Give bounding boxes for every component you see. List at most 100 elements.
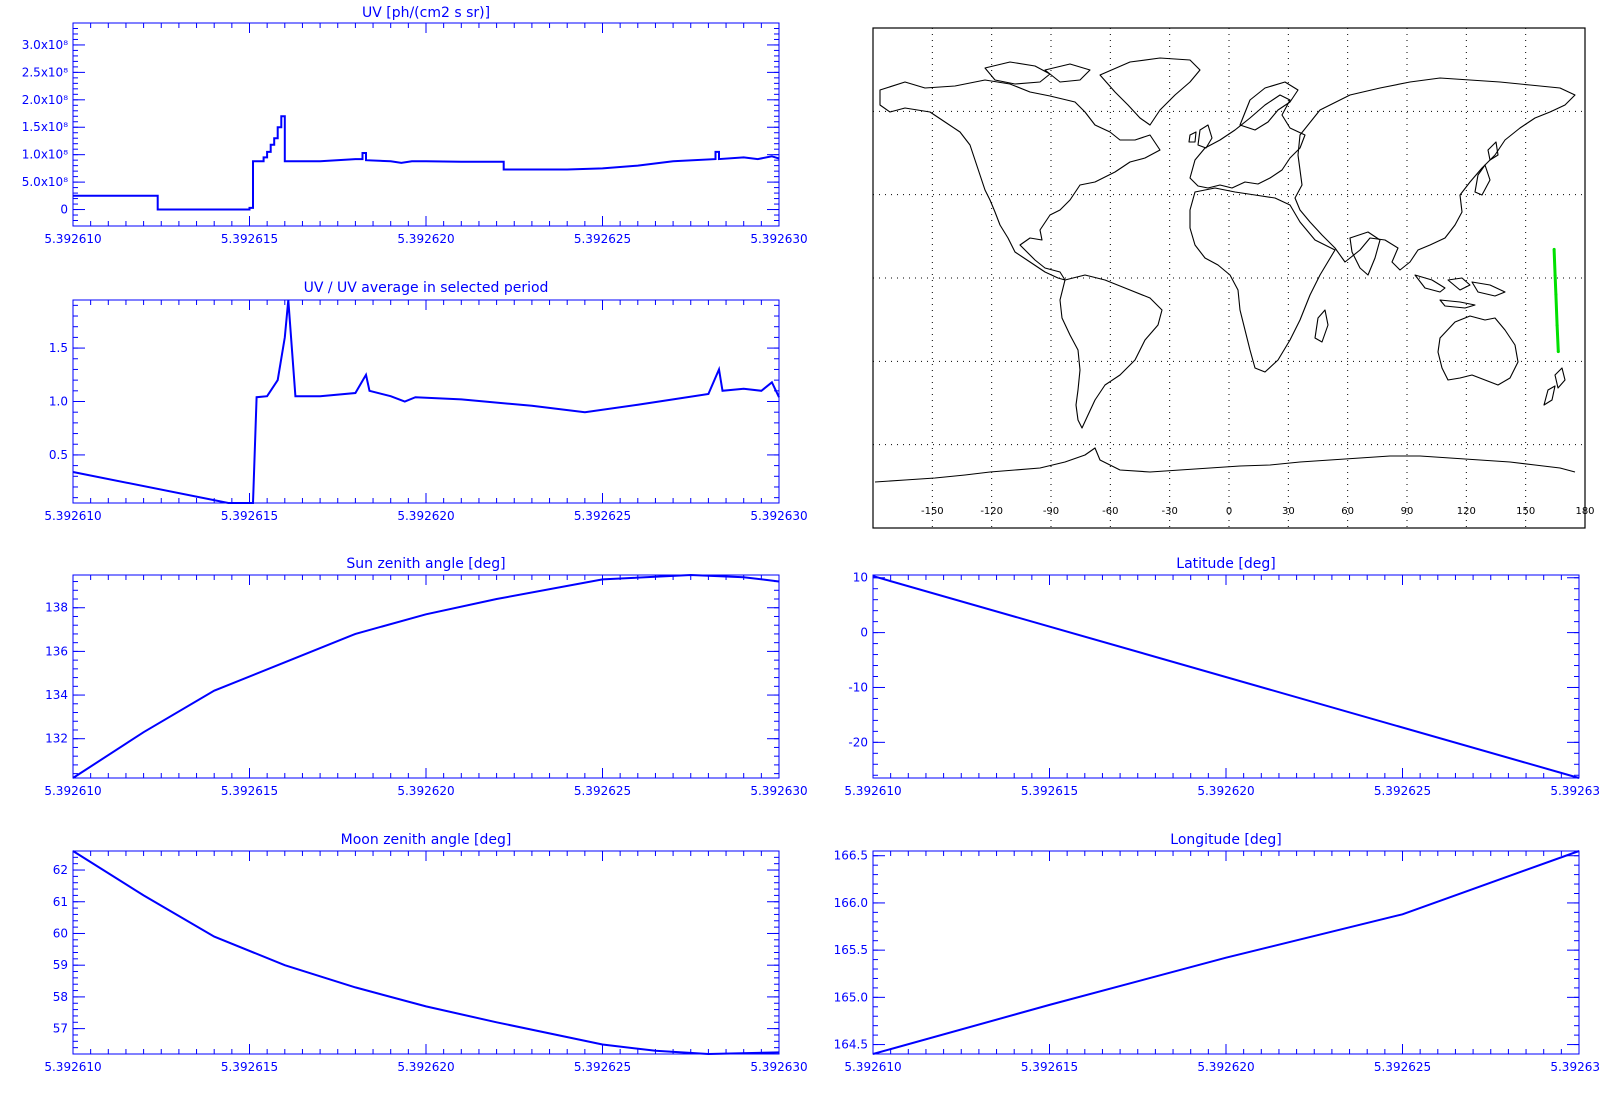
mza-panel: Moon zenith angle [deg] 5.392610 5.392615… xyxy=(44,832,807,1074)
map-lon-label: -90 xyxy=(1043,506,1059,517)
sza-series-line xyxy=(72,573,780,779)
map-longitude-ticks: -150 -120 -90 -60 -30 0 30 60 90 120 150 180 xyxy=(921,506,1595,517)
uv-ytick-label: 2.5x10⁸ xyxy=(22,65,68,79)
uv-title: UV [ph/(cm2 s sr)] xyxy=(362,5,490,21)
uvratio-xtick-label: 5.392625 xyxy=(574,509,631,523)
lon-title: Longitude [deg] xyxy=(1170,832,1281,848)
coast-arctic-islands xyxy=(984,61,1091,85)
uvratio-ytick-label: 0.5 xyxy=(49,448,68,462)
mza-ytick-label: 57 xyxy=(53,1022,68,1036)
lat-series-line xyxy=(872,575,1580,779)
map-lon-label: 0 xyxy=(1226,506,1232,517)
sza-plot-frame xyxy=(72,574,780,779)
lat-ytick-label: 0 xyxy=(860,626,868,640)
uv-xtick-label: 5.392620 xyxy=(397,232,454,246)
uv-ytick-label: 0 xyxy=(60,203,68,217)
sza-ticks: 5.392610 5.392615 5.392620 5.392625 5.392630… xyxy=(44,575,808,798)
uvratio-panel: UV / UV average in selected period 5.392… xyxy=(44,280,807,523)
uvratio-xtick-label: 5.392610 xyxy=(44,509,101,523)
uvratio-ticks: 5.392610 5.392615 5.392620 5.392625 5.392630… xyxy=(44,300,808,523)
map-lon-label: -30 xyxy=(1161,506,1177,517)
lon-xtick-label: 5.392610 xyxy=(844,1060,901,1074)
lat-xtick-label: 5.392630 xyxy=(1550,784,1600,798)
map-lon-label: -120 xyxy=(980,506,1003,517)
track-point xyxy=(1553,273,1557,277)
lon-xtick-label: 5.392615 xyxy=(1021,1060,1078,1074)
world-map: -150 -120 -90 -60 -30 0 30 60 90 120 150 180 xyxy=(872,27,1595,529)
mza-xtick-label: 5.392615 xyxy=(221,1060,278,1074)
mza-ytick-label: 60 xyxy=(53,926,68,940)
coast-antarctica xyxy=(874,447,1576,483)
track-point xyxy=(1556,350,1560,354)
uvratio-plot-frame xyxy=(72,299,780,504)
coast-india xyxy=(1349,231,1381,276)
map-coastlines xyxy=(874,57,1576,483)
sza-panel: Sun zenith angle [deg] 5.392610 5.392615 5… xyxy=(44,556,807,798)
coast-indonesia xyxy=(1414,274,1506,309)
coast-south-america xyxy=(1059,274,1163,429)
uvratio-series-line xyxy=(72,299,780,504)
coast-scandinavia xyxy=(1239,81,1299,131)
uvratio-xtick-label: 5.392615 xyxy=(221,509,278,523)
lat-title: Latitude [deg] xyxy=(1176,556,1275,572)
mza-ytick-label: 58 xyxy=(53,990,68,1004)
coast-japan xyxy=(1474,141,1499,196)
uv-series-line xyxy=(73,115,780,211)
lon-ytick-label: 166.5 xyxy=(834,849,868,863)
lon-xtick-label: 5.392620 xyxy=(1197,1060,1254,1074)
lat-xtick-label: 5.392610 xyxy=(844,784,901,798)
sza-xtick-label: 5.392610 xyxy=(44,784,101,798)
uv-ytick-label: 2.0x10⁸ xyxy=(22,93,68,107)
lat-xtick-label: 5.392625 xyxy=(1374,784,1431,798)
lat-xtick-label: 5.392615 xyxy=(1021,784,1078,798)
sza-xtick-label: 5.392625 xyxy=(574,784,631,798)
coast-europe xyxy=(1189,94,1306,189)
uvratio-title: UV / UV average in selected period xyxy=(304,280,549,296)
map-frame xyxy=(872,27,1586,529)
uvratio-xtick-label: 5.392630 xyxy=(750,509,807,523)
uv-panel: UV [ph/(cm2 s sr)] 5.392610 5.392615 5.392… xyxy=(22,5,808,246)
uv-xtick-label: 5.392610 xyxy=(44,232,101,246)
sza-title: Sun zenith angle [deg] xyxy=(346,556,505,572)
mza-xtick-label: 5.392625 xyxy=(574,1060,631,1074)
mza-series-line xyxy=(72,850,780,1056)
uv-ytick-label: 1.0x10⁸ xyxy=(22,148,68,162)
map-lon-label: 60 xyxy=(1341,506,1354,517)
uv-xtick-label: 5.392615 xyxy=(221,232,278,246)
lat-panel: Latitude [deg] 5.392610 5.392615 5.392620 5… xyxy=(844,556,1600,798)
lat-ytick-label: -20 xyxy=(848,735,868,749)
coast-asia xyxy=(1294,77,1576,271)
coast-madagascar xyxy=(1314,309,1329,343)
sza-ytick-label: 136 xyxy=(45,644,68,658)
lat-xtick-label: 5.392620 xyxy=(1197,784,1254,798)
coast-australia xyxy=(1437,315,1519,386)
lat-ytick-label: -10 xyxy=(848,680,868,694)
sza-xtick-label: 5.392630 xyxy=(750,784,807,798)
lon-xtick-label: 5.392630 xyxy=(1550,1060,1600,1074)
map-lon-label: 90 xyxy=(1401,506,1414,517)
mza-xtick-label: 5.392610 xyxy=(44,1060,101,1074)
satellite-track xyxy=(1552,247,1560,354)
uv-ytick-label: 5.0x10⁸ xyxy=(22,175,68,189)
coast-new-zealand xyxy=(1543,367,1566,406)
uvratio-xtick-label: 5.392620 xyxy=(397,509,454,523)
lon-ytick-label: 164.5 xyxy=(834,1038,868,1052)
coast-british-isles xyxy=(1188,124,1213,149)
map-lon-label: 30 xyxy=(1282,506,1295,517)
map-lon-label: 150 xyxy=(1516,506,1535,517)
mza-ticks: 5.392610 5.392615 5.392620 5.392625 5.392630… xyxy=(44,851,808,1074)
lat-ticks: 5.392610 5.392615 5.392620 5.392625 5.392630… xyxy=(844,571,1600,798)
lon-xtick-label: 5.392625 xyxy=(1374,1060,1431,1074)
lon-ytick-label: 165.5 xyxy=(834,943,868,957)
mza-xtick-label: 5.392630 xyxy=(750,1060,807,1074)
sza-ytick-label: 138 xyxy=(45,601,68,615)
uvratio-ytick-label: 1.0 xyxy=(49,395,68,409)
map-lon-label: 120 xyxy=(1457,506,1476,517)
uv-ytick-label: 3.0x10⁸ xyxy=(22,38,68,52)
coast-africa xyxy=(1189,187,1336,373)
mza-title: Moon zenith angle [deg] xyxy=(341,832,512,848)
coast-greenland xyxy=(1099,57,1201,126)
uv-plot-frame xyxy=(72,22,780,227)
track-point xyxy=(1555,323,1559,327)
